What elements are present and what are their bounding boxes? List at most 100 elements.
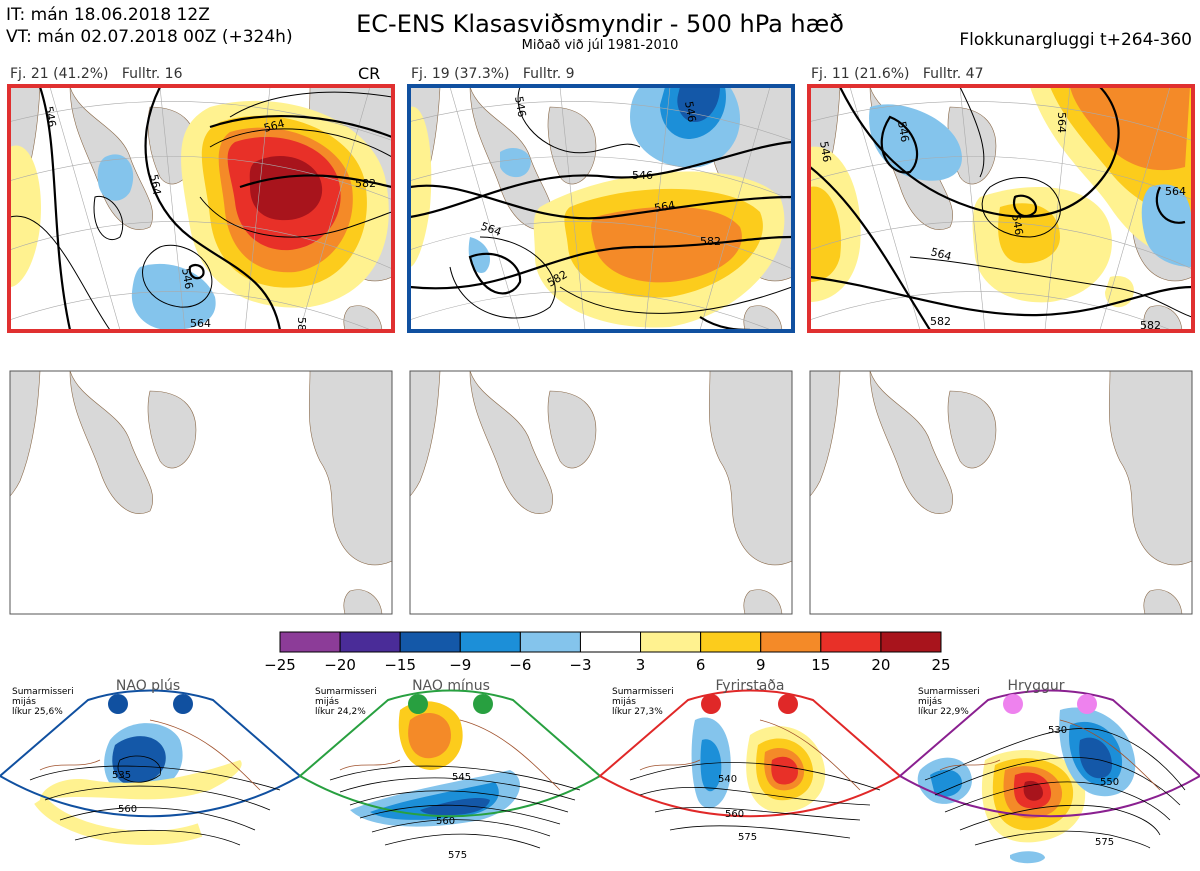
regime-nao-plus-mean: mijás xyxy=(12,697,36,707)
regime-ridge-frame xyxy=(898,689,1200,818)
cluster-2-frame xyxy=(407,84,795,333)
colorbar-tick-label: 15 xyxy=(811,656,830,674)
regime-nao-minus-name: NAO mínus xyxy=(412,678,490,694)
regime-ridge-dot xyxy=(1003,694,1023,714)
c1-contour-label: 564 xyxy=(190,317,211,330)
regime-nao-plus: 535 560 NAO plús Sumarmisseri mijás líku… xyxy=(0,678,302,846)
regime-nao-plus-label: 560 xyxy=(118,804,137,815)
regime-blocking-dot xyxy=(701,694,721,714)
cluster-1-tag: CR xyxy=(358,64,381,83)
colorbar-swatch xyxy=(459,631,521,653)
regime-blocking: 540 560 575 Fyrirstaða Sumarmisseri mijá… xyxy=(598,678,902,843)
colorbar-swatch xyxy=(579,631,642,653)
c3-contour-label: 582 xyxy=(1140,319,1161,332)
c1-contour-label: 582 xyxy=(355,177,376,190)
cluster-3-frame xyxy=(807,84,1195,333)
regime-ridge-label: 550 xyxy=(1100,777,1119,788)
colorbar-swatch xyxy=(760,631,822,653)
regime-nao-plus-season: Sumarmisseri xyxy=(12,687,74,697)
c1-contour-label: 564 xyxy=(262,117,286,135)
colorbar-swatch xyxy=(640,631,702,653)
regime-nao-plus-frame xyxy=(0,689,302,818)
colorbar-swatch xyxy=(820,631,882,653)
regime-nao-plus-dot xyxy=(173,694,193,714)
colorbar-tick-label: 9 xyxy=(756,656,766,674)
colorbar: −25 −20 −15 −9 −6 −3 3 6 9 15 20 25 xyxy=(264,631,951,674)
cluster-2-map: 546 546 564 564 582 582 546 xyxy=(410,87,792,330)
cluster-1-map: 564 564 546 582 58 546 564 xyxy=(10,87,392,331)
empty-map-3-frame xyxy=(809,370,1193,615)
c1-contour-label: 546 xyxy=(179,267,195,290)
c3-contour-label: 546 xyxy=(1009,213,1025,236)
c1-contour-label: 546 xyxy=(42,105,58,128)
regime-nao-minus-label: 575 xyxy=(448,850,467,861)
colorbar-swatch xyxy=(399,631,461,653)
colorbar-tick-label: −25 xyxy=(264,656,296,674)
colorbar-tick-label: −15 xyxy=(384,656,416,674)
regime-nao-minus: 545 560 575 NAO mínus Sumarmisseri mijás… xyxy=(298,678,602,861)
valid-time: VT: mán 02.07.2018 00Z (+324h) xyxy=(6,27,293,47)
regime-nao-minus-label: 545 xyxy=(452,772,471,783)
regime-ridge: 530 550 575 Hryggur Sumarmisseri mijás l… xyxy=(898,678,1200,864)
regime-blocking-season: Sumarmisseri xyxy=(612,687,674,697)
regime-ridge-label: 530 xyxy=(1048,725,1067,736)
c2-contour-label: 546 xyxy=(682,100,698,123)
regime-nao-plus-name: NAO plús xyxy=(116,678,180,694)
c1-contour-label: 564 xyxy=(147,173,163,196)
regime-nao-minus-frame xyxy=(298,689,602,818)
colorbar-tick-label: −3 xyxy=(569,656,591,674)
regime-blocking-mean: mijás xyxy=(612,697,636,707)
regime-blocking-label: 575 xyxy=(738,832,757,843)
regime-ridge-dot xyxy=(1077,694,1097,714)
regime-nao-minus-dot xyxy=(408,694,428,714)
colorbar-swatch xyxy=(700,631,762,653)
empty-map-3 xyxy=(810,371,1192,614)
regime-blocking-dot xyxy=(778,694,798,714)
colorbar-swatch xyxy=(880,631,942,653)
classification-window: Flokkunargluggi t+264-360 xyxy=(959,30,1192,50)
regime-nao-minus-season: Sumarmisseri xyxy=(315,687,377,697)
c2-contour-label: 546 xyxy=(632,169,653,182)
c2-contour-label: 582 xyxy=(700,235,721,248)
page-subtitle: Miðað við júl 1981-2010 xyxy=(521,38,679,53)
c2-contour-label: 546 xyxy=(512,95,528,118)
regime-blocking-name: Fyrirstaða xyxy=(716,678,785,694)
regime-nao-plus-prob: líkur 25,6% xyxy=(12,707,63,717)
page-title: EC-ENS Klasasviðsmyndir - 500 hPa hæð xyxy=(356,10,844,38)
cluster-3-label: Fj. 11 (21.6%) Fulltr. 47 xyxy=(811,66,984,82)
regime-nao-plus-label: 535 xyxy=(112,770,131,781)
cluster-2-label: Fj. 19 (37.3%) Fulltr. 9 xyxy=(411,66,575,82)
c1-contour-label: 58 xyxy=(295,317,308,331)
c3-contour-label: 546 xyxy=(817,140,833,163)
c3-contour-label: 564 xyxy=(929,245,953,263)
colorbar-tick-label: 20 xyxy=(871,656,890,674)
empty-map-1-frame xyxy=(9,370,393,615)
regime-ridge-mean: mijás xyxy=(918,697,942,707)
regime-ridge-name: Hryggur xyxy=(1008,678,1065,694)
regime-nao-plus-dot xyxy=(108,694,128,714)
c3-contour-label: 582 xyxy=(930,315,951,328)
regime-ridge-label: 575 xyxy=(1095,837,1114,848)
initial-time: IT: mán 18.06.2018 12Z xyxy=(6,5,210,25)
colorbar-tick-label: −20 xyxy=(324,656,356,674)
colorbar-tick-label: 6 xyxy=(696,656,706,674)
colorbar-tick-label: −9 xyxy=(449,656,471,674)
colorbar-swatch xyxy=(339,631,401,653)
regime-ridge-prob: líkur 22,9% xyxy=(918,707,969,717)
colorbar-tick-label: 25 xyxy=(931,656,950,674)
regime-nao-minus-dot xyxy=(473,694,493,714)
regime-nao-minus-mean: mijás xyxy=(315,697,339,707)
colorbar-tick-label: 3 xyxy=(636,656,646,674)
empty-map-1 xyxy=(10,371,392,614)
c3-contour-label: 564 xyxy=(1055,112,1068,133)
c3-contour-label: 564 xyxy=(1165,185,1186,198)
empty-map-2 xyxy=(410,371,792,614)
regime-blocking-label: 540 xyxy=(718,774,737,785)
cluster-1-label: Fj. 21 (41.2%) Fulltr. 16 xyxy=(10,66,183,82)
header-dates: IT: mán 18.06.2018 12Z VT: mán 02.07.201… xyxy=(6,4,293,48)
regime-nao-minus-label: 560 xyxy=(436,816,455,827)
c2-contour-label: 564 xyxy=(653,199,676,215)
regime-nao-minus-prob: líkur 24,2% xyxy=(315,707,366,717)
regime-ridge-season: Sumarmisseri xyxy=(918,687,980,697)
colorbar-swatch xyxy=(519,631,581,653)
